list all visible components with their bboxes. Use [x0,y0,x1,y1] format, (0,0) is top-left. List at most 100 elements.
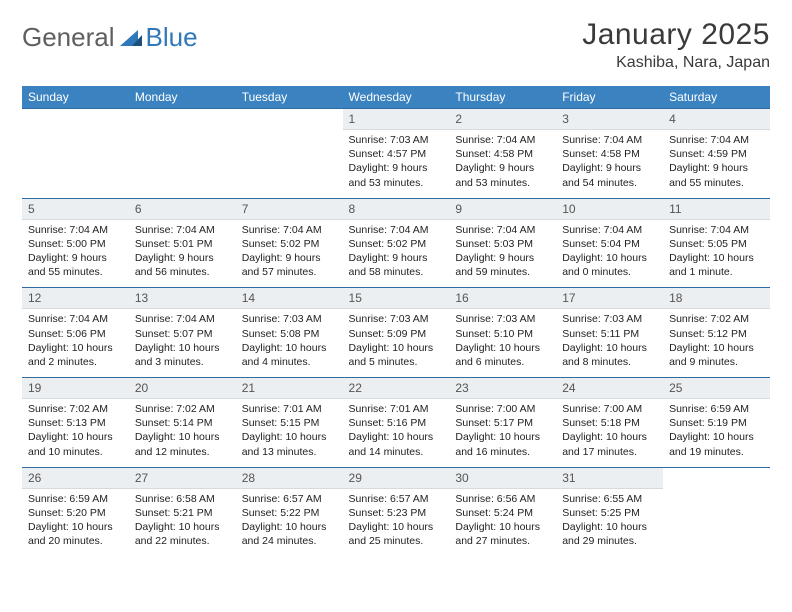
day-number: 11 [663,199,770,220]
day-details: Sunrise: 7:03 AMSunset: 5:09 PMDaylight:… [343,309,450,377]
day-cell: 12Sunrise: 7:04 AMSunset: 5:06 PMDayligh… [22,288,129,378]
sunrise-text: Sunrise: 7:04 AM [349,223,444,237]
day-number: 29 [343,468,450,489]
weekday-header: Tuesday [236,86,343,109]
day-number: 14 [236,288,343,309]
day-cell: 28Sunrise: 6:57 AMSunset: 5:22 PMDayligh… [236,467,343,556]
day-cell: 3Sunrise: 7:04 AMSunset: 4:58 PMDaylight… [556,109,663,199]
day-number: 23 [449,378,556,399]
day-details: Sunrise: 7:04 AMSunset: 4:58 PMDaylight:… [449,130,556,198]
day-details [663,488,770,546]
weekday-header: Thursday [449,86,556,109]
sunset-text: Sunset: 5:14 PM [135,416,230,430]
day-details: Sunrise: 7:04 AMSunset: 5:07 PMDaylight:… [129,309,236,377]
day-cell: 16Sunrise: 7:03 AMSunset: 5:10 PMDayligh… [449,288,556,378]
weekday-header: Wednesday [343,86,450,109]
month-title: January 2025 [582,18,770,52]
sunrise-text: Sunrise: 7:00 AM [455,402,550,416]
sunrise-text: Sunrise: 7:02 AM [135,402,230,416]
sunset-text: Sunset: 4:59 PM [669,147,764,161]
sunset-text: Sunset: 5:02 PM [242,237,337,251]
sunset-text: Sunset: 5:13 PM [28,416,123,430]
sunset-text: Sunset: 5:11 PM [562,327,657,341]
weekday-header: Sunday [22,86,129,109]
day-details: Sunrise: 6:57 AMSunset: 5:22 PMDaylight:… [236,489,343,557]
day-number: 22 [343,378,450,399]
day-number: 24 [556,378,663,399]
day-cell: 11Sunrise: 7:04 AMSunset: 5:05 PMDayligh… [663,198,770,288]
daylight-text: Daylight: 10 hours and 22 minutes. [135,520,230,548]
sunset-text: Sunset: 5:09 PM [349,327,444,341]
day-details: Sunrise: 6:55 AMSunset: 5:25 PMDaylight:… [556,489,663,557]
sunrise-text: Sunrise: 7:04 AM [135,223,230,237]
sunrise-text: Sunrise: 7:03 AM [349,133,444,147]
sunrise-text: Sunrise: 7:01 AM [242,402,337,416]
sunset-text: Sunset: 4:58 PM [562,147,657,161]
sunrise-text: Sunrise: 6:57 AM [242,492,337,506]
daylight-text: Daylight: 10 hours and 20 minutes. [28,520,123,548]
day-number: 21 [236,378,343,399]
day-number: 28 [236,468,343,489]
daylight-text: Daylight: 10 hours and 16 minutes. [455,430,550,458]
day-number: 4 [663,109,770,130]
daylight-text: Daylight: 10 hours and 9 minutes. [669,341,764,369]
day-details: Sunrise: 6:58 AMSunset: 5:21 PMDaylight:… [129,489,236,557]
day-cell: 18Sunrise: 7:02 AMSunset: 5:12 PMDayligh… [663,288,770,378]
sunset-text: Sunset: 5:17 PM [455,416,550,430]
sail-icon [120,28,142,48]
day-details: Sunrise: 7:03 AMSunset: 5:08 PMDaylight:… [236,309,343,377]
sunrise-text: Sunrise: 7:04 AM [242,223,337,237]
day-details: Sunrise: 7:04 AMSunset: 4:59 PMDaylight:… [663,130,770,198]
day-details: Sunrise: 7:03 AMSunset: 4:57 PMDaylight:… [343,130,450,198]
day-number: 13 [129,288,236,309]
day-cell: 20Sunrise: 7:02 AMSunset: 5:14 PMDayligh… [129,378,236,468]
day-details: Sunrise: 6:59 AMSunset: 5:20 PMDaylight:… [22,489,129,557]
sunrise-text: Sunrise: 6:59 AM [28,492,123,506]
day-number: 3 [556,109,663,130]
daylight-text: Daylight: 10 hours and 14 minutes. [349,430,444,458]
day-details: Sunrise: 7:04 AMSunset: 4:58 PMDaylight:… [556,130,663,198]
week-row: 26Sunrise: 6:59 AMSunset: 5:20 PMDayligh… [22,467,770,556]
day-number: 5 [22,199,129,220]
daylight-text: Daylight: 9 hours and 57 minutes. [242,251,337,279]
daylight-text: Daylight: 10 hours and 1 minute. [669,251,764,279]
sunset-text: Sunset: 5:25 PM [562,506,657,520]
day-cell: 27Sunrise: 6:58 AMSunset: 5:21 PMDayligh… [129,467,236,556]
day-details: Sunrise: 6:56 AMSunset: 5:24 PMDaylight:… [449,489,556,557]
day-cell: 29Sunrise: 6:57 AMSunset: 5:23 PMDayligh… [343,467,450,556]
sunset-text: Sunset: 5:19 PM [669,416,764,430]
day-cell: 6Sunrise: 7:04 AMSunset: 5:01 PMDaylight… [129,198,236,288]
day-details: Sunrise: 7:04 AMSunset: 5:03 PMDaylight:… [449,220,556,288]
week-row: 1Sunrise: 7:03 AMSunset: 4:57 PMDaylight… [22,109,770,199]
day-cell: 15Sunrise: 7:03 AMSunset: 5:09 PMDayligh… [343,288,450,378]
day-details: Sunrise: 7:04 AMSunset: 5:01 PMDaylight:… [129,220,236,288]
sunrise-text: Sunrise: 6:58 AM [135,492,230,506]
day-details: Sunrise: 7:00 AMSunset: 5:18 PMDaylight:… [556,399,663,467]
daylight-text: Daylight: 10 hours and 13 minutes. [242,430,337,458]
day-cell: 31Sunrise: 6:55 AMSunset: 5:25 PMDayligh… [556,467,663,556]
daylight-text: Daylight: 10 hours and 6 minutes. [455,341,550,369]
day-details: Sunrise: 7:01 AMSunset: 5:16 PMDaylight:… [343,399,450,467]
day-number: 17 [556,288,663,309]
sunset-text: Sunset: 4:58 PM [455,147,550,161]
day-cell: 1Sunrise: 7:03 AMSunset: 4:57 PMDaylight… [343,109,450,199]
sunrise-text: Sunrise: 7:04 AM [135,312,230,326]
day-number [22,109,129,129]
day-number: 30 [449,468,556,489]
day-cell: 8Sunrise: 7:04 AMSunset: 5:02 PMDaylight… [343,198,450,288]
sunrise-text: Sunrise: 6:59 AM [669,402,764,416]
sunrise-text: Sunrise: 7:04 AM [455,223,550,237]
sunset-text: Sunset: 4:57 PM [349,147,444,161]
day-cell: 7Sunrise: 7:04 AMSunset: 5:02 PMDaylight… [236,198,343,288]
sunrise-text: Sunrise: 7:03 AM [562,312,657,326]
daylight-text: Daylight: 10 hours and 29 minutes. [562,520,657,548]
sunrise-text: Sunrise: 7:02 AM [28,402,123,416]
day-number: 26 [22,468,129,489]
day-details: Sunrise: 7:04 AMSunset: 5:06 PMDaylight:… [22,309,129,377]
sunset-text: Sunset: 5:04 PM [562,237,657,251]
daylight-text: Daylight: 9 hours and 55 minutes. [669,161,764,189]
day-number: 19 [22,378,129,399]
daylight-text: Daylight: 10 hours and 12 minutes. [135,430,230,458]
day-cell: 25Sunrise: 6:59 AMSunset: 5:19 PMDayligh… [663,378,770,468]
daylight-text: Daylight: 10 hours and 24 minutes. [242,520,337,548]
